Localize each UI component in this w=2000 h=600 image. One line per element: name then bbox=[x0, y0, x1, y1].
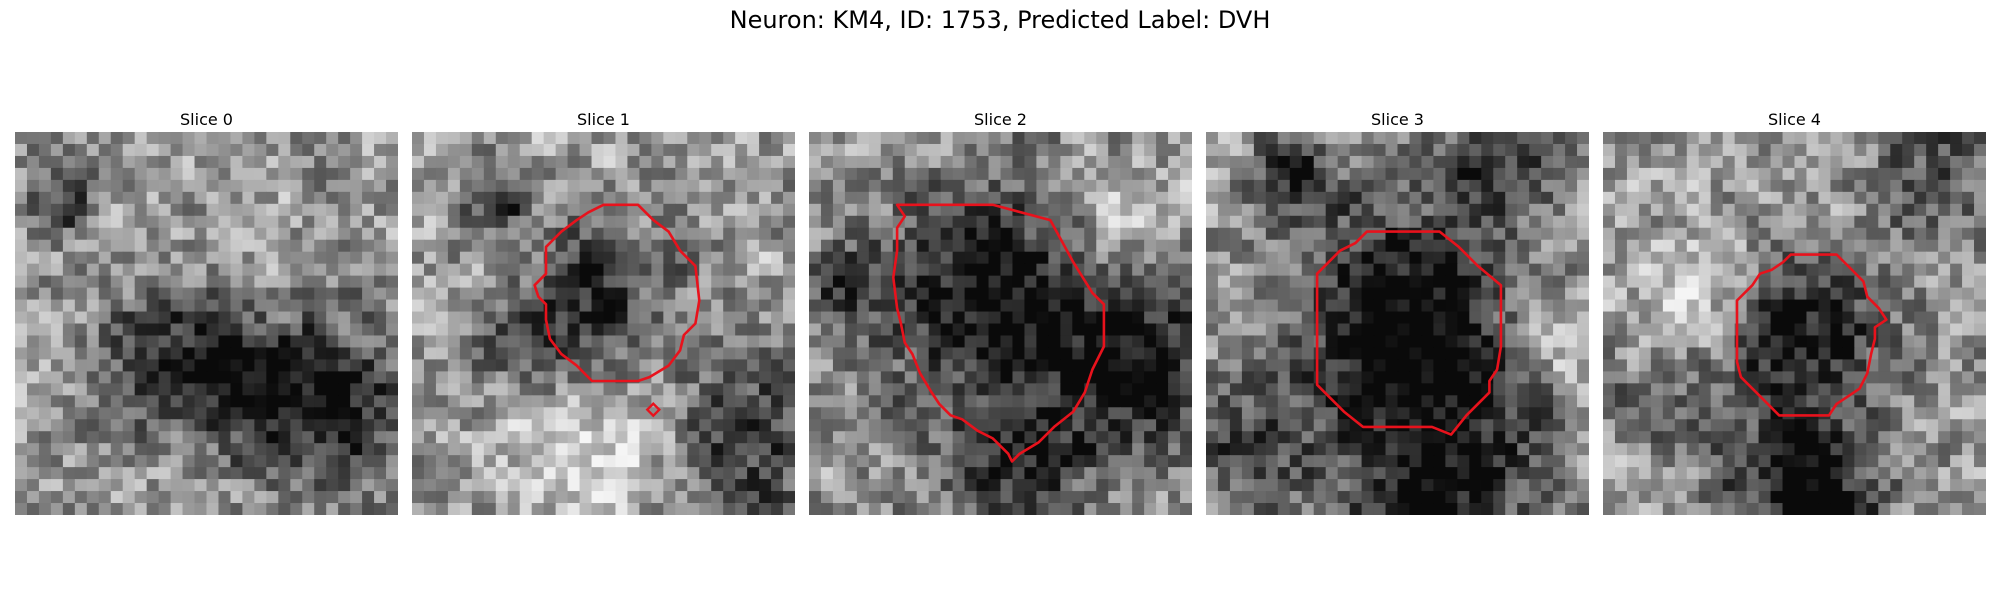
slice-image bbox=[1206, 132, 1589, 515]
slice-image bbox=[412, 132, 795, 515]
segmentation-contour bbox=[892, 203, 1106, 463]
slice-panel-2: Slice 2 bbox=[809, 108, 1192, 515]
segmentation-contour bbox=[1315, 230, 1503, 436]
slice-panel-4: Slice 4 bbox=[1603, 108, 1986, 515]
figure-title: Neuron: KM4, ID: 1753, Predicted Label: … bbox=[729, 6, 1271, 34]
segmentation-contour bbox=[1735, 253, 1888, 417]
slice-panel-1: Slice 1 bbox=[412, 108, 795, 515]
slice-panel-0: Slice 0 bbox=[15, 108, 398, 515]
slice-title: Slice 1 bbox=[577, 110, 630, 129]
slice-image bbox=[809, 132, 1192, 515]
slice-panel-3: Slice 3 bbox=[1206, 108, 1589, 515]
slice-title: Slice 2 bbox=[974, 110, 1027, 129]
slice-title: Slice 3 bbox=[1371, 110, 1424, 129]
segmentation-contour-small bbox=[645, 401, 661, 418]
segmentation-contour bbox=[533, 203, 701, 383]
slice-image bbox=[15, 132, 398, 515]
slice-image bbox=[1603, 132, 1986, 515]
slice-title: Slice 0 bbox=[180, 110, 233, 129]
slice-title: Slice 4 bbox=[1768, 110, 1821, 129]
